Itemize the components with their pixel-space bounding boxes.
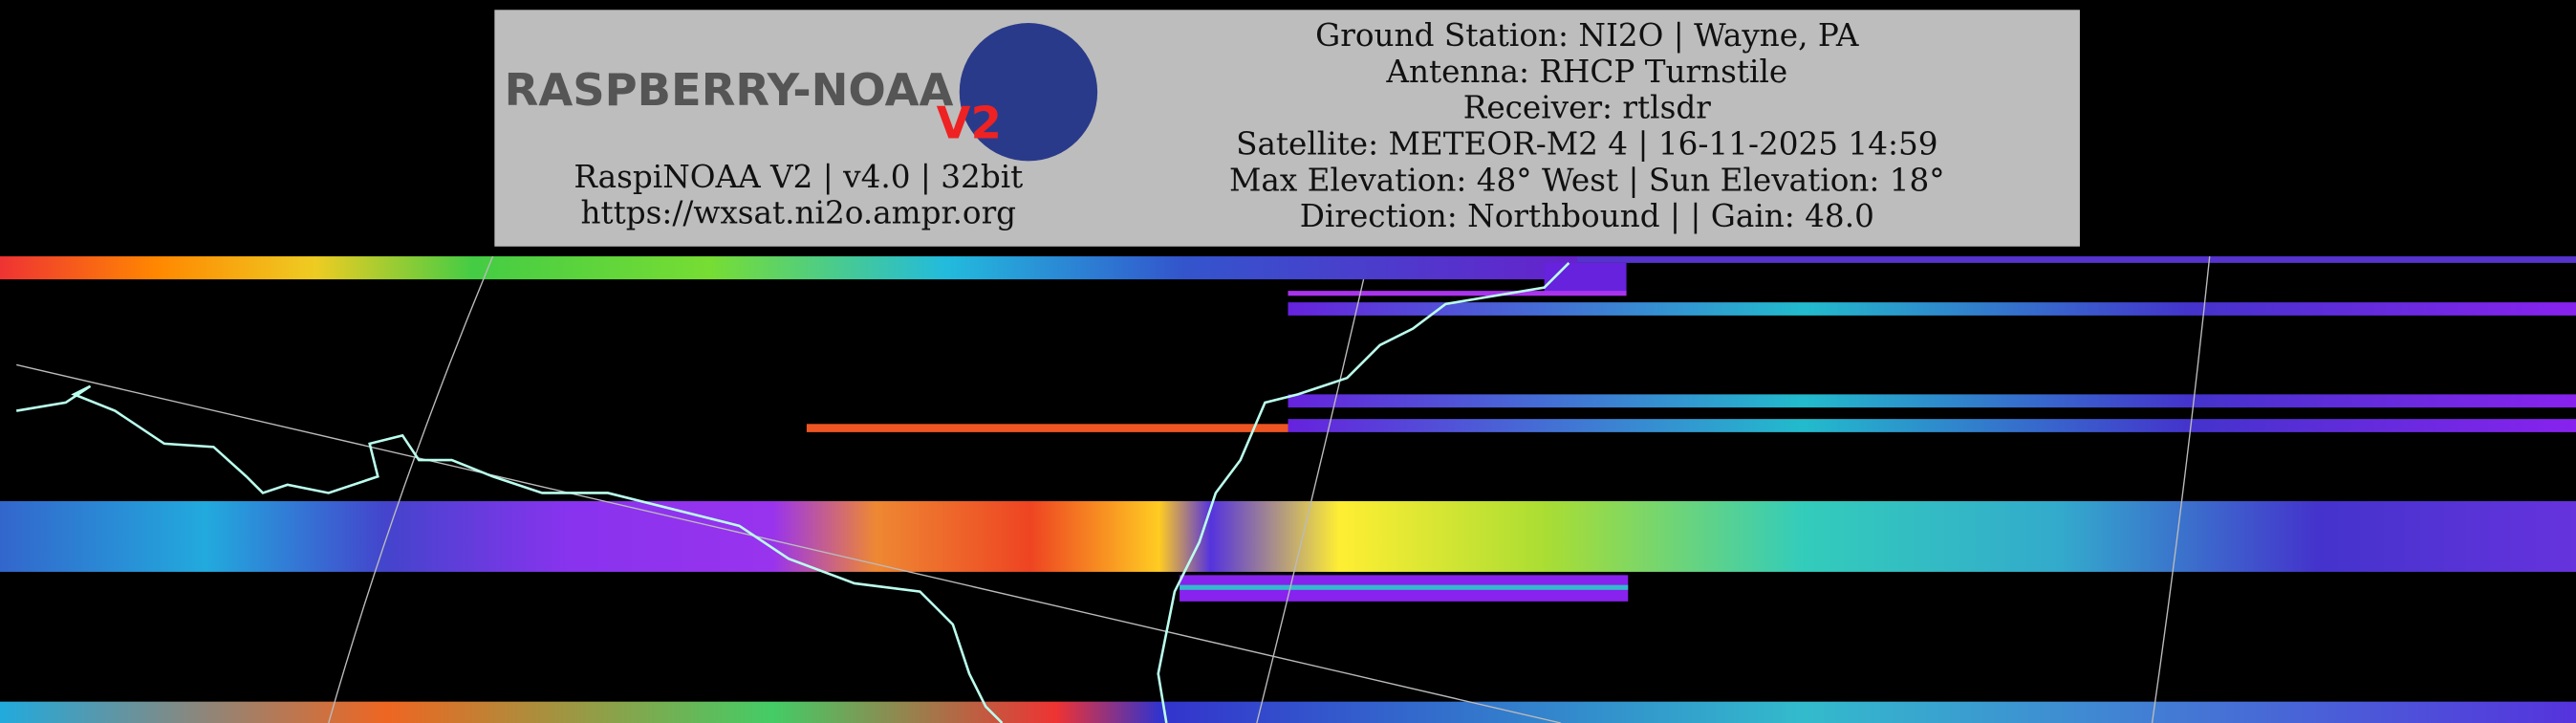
scan-band xyxy=(806,424,1288,432)
header-line: Receiver: rtlsdr xyxy=(1463,90,1712,126)
scan-band xyxy=(1288,302,2576,316)
logo-badge: V2 xyxy=(937,97,1002,148)
scan-band xyxy=(1180,584,1629,590)
coastline xyxy=(15,261,1570,723)
header-line: https://wxsat.ni2o.ampr.org xyxy=(581,195,1017,231)
logo-text: RASPBERRY-NOAA xyxy=(505,64,954,116)
logo-emblem xyxy=(959,23,1098,162)
header-right: Ground Station: NI2O | Wayne, PAAntenna:… xyxy=(1229,17,1945,234)
header-left: RaspiNOAA V2 | v4.0 | 32bithttps://wxsat… xyxy=(574,159,1023,231)
scan-band xyxy=(1544,262,1627,293)
scan-band xyxy=(1288,419,2576,432)
graticule xyxy=(16,255,2211,723)
header-line: Max Elevation: 48° West | Sun Elevation:… xyxy=(1229,162,1945,198)
scan-band xyxy=(1288,394,2576,408)
header-panel xyxy=(494,10,2080,247)
header-line: Antenna: RHCP Turnstile xyxy=(1385,54,1787,90)
header-line: Satellite: METEOR-M2 4 | 16-11-2025 14:5… xyxy=(1236,126,1937,163)
scan-band xyxy=(0,256,1577,280)
scan-band xyxy=(1577,256,2576,263)
header-line: RaspiNOAA V2 | v4.0 | 32bit xyxy=(574,159,1023,195)
scan-band xyxy=(1288,291,1627,296)
header-line: Direction: Northbound | | Gain: 48.0 xyxy=(1300,198,1874,234)
scan-band xyxy=(0,501,2576,572)
scan-band xyxy=(0,701,2576,723)
header-line: Ground Station: NI2O | Wayne, PA xyxy=(1315,17,1859,54)
